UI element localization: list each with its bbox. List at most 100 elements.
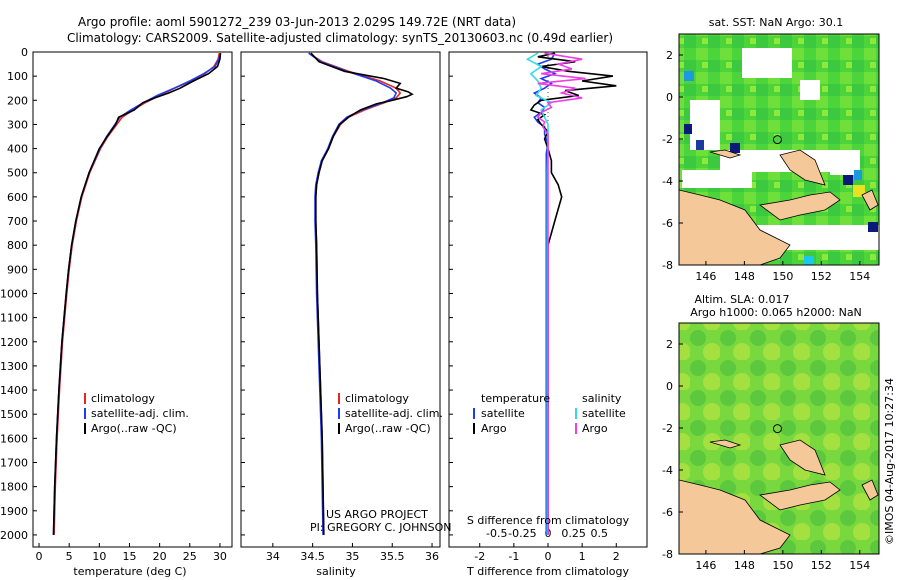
land: [759, 481, 841, 511]
depth-tick-label: 1000: [0, 287, 28, 300]
legend-label-argo: Argo(..raw -QC): [345, 422, 431, 435]
legend-label-satellite: satellite-adj. clim.: [345, 407, 443, 420]
map-y-tick-label: 0: [666, 380, 673, 393]
legend-label-t-satellite: satellite: [481, 407, 525, 420]
map-y-tick-label: -6: [662, 506, 673, 519]
warm-cell: [853, 185, 865, 197]
watermark: ©IMOS 04-Aug-2017 10:27:34: [883, 378, 896, 545]
sla-map-frame: [678, 322, 880, 555]
x-tick-label: 30: [213, 550, 227, 563]
x-tick-label: 34: [266, 550, 280, 563]
legend-header-salinity: salinity: [582, 392, 622, 405]
map-x-tick-label: 150: [772, 559, 793, 572]
depth-tick-label: 600: [7, 191, 28, 204]
salinity-axis-label: salinity: [316, 565, 356, 578]
x-tick-label: 20: [153, 550, 167, 563]
cold-cell: [684, 71, 694, 81]
depth-tick-label: 1200: [0, 336, 28, 349]
depth-tick-label: 1100: [0, 312, 28, 325]
depth-tick-label: 1400: [0, 384, 28, 397]
cold-cell: [684, 124, 692, 134]
map-x-tick-label: 146: [695, 559, 716, 572]
argo-location-marker: [772, 424, 782, 434]
salinity-legend: climatology satellite-adj. clim. Argo(..…: [338, 392, 443, 435]
land: [779, 439, 826, 476]
map-y-tick-label: -6: [662, 217, 673, 230]
profile-series: [52, 52, 617, 535]
depth-tick-label: 2000: [0, 529, 28, 542]
s-diff-tick-label: -0.25: [508, 527, 536, 540]
depth-tick-label: 800: [7, 239, 28, 252]
x-tick-label: 10: [92, 550, 106, 563]
map-x-tick-label: 152: [811, 559, 832, 572]
x-tick-label: 15: [122, 550, 136, 563]
series-line-t-satellite: [532, 52, 557, 535]
map-x-tick-label: 148: [734, 270, 755, 283]
temperature-plot-frame: [32, 51, 233, 548]
map-y-tick-label: -4: [662, 175, 673, 188]
legend-label-s-argo: Argo: [582, 422, 608, 435]
cold-cell: [868, 222, 878, 232]
sla-map: [679, 323, 879, 554]
depth-tick-label: 1700: [0, 456, 28, 469]
temperature-legend: climatology satellite-adj. clim. Argo(..…: [84, 392, 189, 435]
x-tick-label: 2: [613, 550, 620, 563]
map-y-tick-label: -8: [662, 548, 673, 561]
map-y-tick-label: 0: [666, 91, 673, 104]
legend-label-argo: Argo(..raw -QC): [91, 422, 177, 435]
sla-map-axes: 146 148 150 152 154 2 0 -2 -4 -6 -8: [662, 338, 870, 572]
legend-label-climatology: climatology: [91, 392, 155, 405]
depth-tick-label: 1800: [0, 481, 28, 494]
no-data-gap: [800, 80, 820, 100]
map-y-tick-label: 2: [666, 49, 673, 62]
legend-label-satellite: satellite-adj. clim.: [91, 407, 189, 420]
no-data-gap: [742, 48, 792, 78]
depth-tick-label: 700: [7, 215, 28, 228]
series-line-s-argo: [536, 52, 586, 535]
s-diff-tick-label: -0.5: [486, 527, 507, 540]
s-diff-tick-label: 0.25: [561, 527, 586, 540]
land: [679, 189, 791, 265]
sst-map-frame: [678, 33, 880, 266]
land: [759, 191, 841, 221]
depth-tick-label: 1300: [0, 360, 28, 373]
x-tick-label: 5: [66, 550, 73, 563]
land: [709, 149, 742, 159]
map-x-tick-label: 148: [734, 559, 755, 572]
depth-tick-label: 1900: [0, 505, 28, 518]
difference-legend: temperature satellite Argo salinity sate…: [473, 392, 626, 435]
series-line-climatology: [53, 53, 221, 535]
x-tick-label: 0: [36, 550, 43, 563]
temperature-axis-label: temperature (deg C): [73, 565, 186, 578]
sst-map-title: sat. SST: NaN Argo: 30.1: [709, 16, 843, 29]
x-tick-label: 34.5: [300, 550, 325, 563]
map-y-tick-label: -2: [662, 133, 673, 146]
s-diff-tick-label: 0.5: [590, 527, 608, 540]
map-x-tick-label: 154: [849, 270, 870, 283]
series-line-satellite-adj-clim-: [52, 52, 222, 535]
x-tick-label: 35.5: [380, 550, 405, 563]
x-tick-label: 25: [183, 550, 197, 563]
land: [779, 149, 826, 186]
depth-tick-label: 500: [7, 167, 28, 180]
land: [861, 479, 879, 501]
map-x-tick-label: 150: [772, 270, 793, 283]
cold-cell: [843, 175, 853, 185]
cold-cell: [696, 140, 704, 150]
depth-tick-label: 0: [21, 46, 28, 59]
depth-axis: 0 100 200 300 400 500 600 700 800 900 1000 1100 1200…: [0, 46, 453, 542]
land: [679, 479, 791, 554]
pi-annotation: PI: GREGORY C. JOHNSON: [310, 521, 451, 534]
warm-cell: [854, 170, 862, 180]
salinity-plot-frame: [240, 51, 441, 548]
series-line-argo-raw-qc-: [310, 52, 414, 535]
land: [861, 189, 879, 211]
figure-title-line2: Climatology: CARS2009. Satellite-adjuste…: [67, 31, 613, 45]
sla-map-title-line2: Argo h1000: 0.065 h2000: NaN: [690, 306, 862, 319]
land: [709, 439, 742, 449]
legend-label-climatology: climatology: [345, 392, 409, 405]
cold-cell: [804, 256, 814, 265]
depth-tick-label: 200: [7, 94, 28, 107]
map-y-tick-label: -4: [662, 464, 673, 477]
